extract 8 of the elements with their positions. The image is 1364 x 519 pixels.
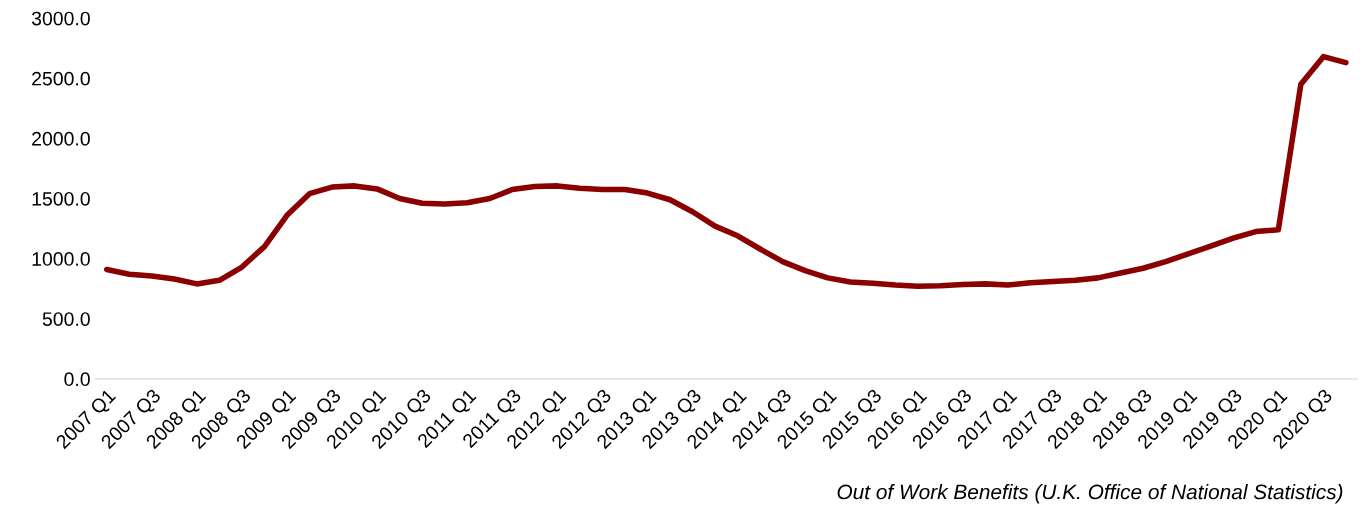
- y-tick-label: 1500.0: [32, 191, 90, 206]
- text: Out of Work Benefits (U.K. Office of National Statistics): [837, 484, 1343, 504]
- y-tick-label: 2000.0: [32, 131, 90, 146]
- y-tick-label: 3000.0: [31, 11, 90, 26]
- y-tick-label: 1000.0: [32, 252, 90, 266]
- y-tick-label: 0.0: [64, 372, 90, 387]
- y-tick-label: 2500.0: [32, 71, 90, 86]
- y-tick-label: 500.0: [42, 312, 90, 326]
